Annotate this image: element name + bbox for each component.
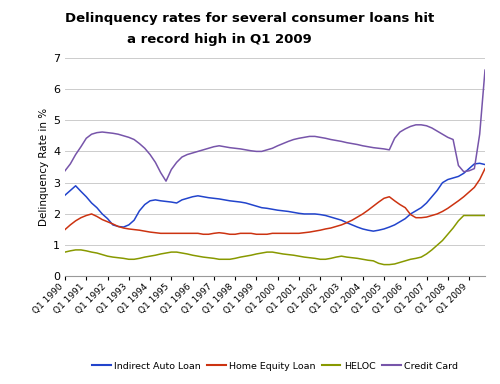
- Indirect Auto Loan: [476, 161, 482, 166]
- Home Equity Loan: [317, 228, 323, 232]
- Indirect Auto Loan: [312, 212, 318, 216]
- Home Equity Loan: [354, 215, 360, 219]
- Credit Card: [322, 136, 328, 141]
- Credit Card: [440, 132, 446, 137]
- Home Equity Loan: [62, 227, 68, 232]
- Line: HELOC: HELOC: [65, 215, 485, 265]
- HELOC: [317, 257, 323, 262]
- Home Equity Loan: [200, 232, 206, 237]
- Credit Card: [163, 179, 169, 184]
- Indirect Auto Loan: [370, 229, 376, 233]
- Line: Home Equity Loan: Home Equity Loan: [65, 169, 485, 234]
- Indirect Auto Loan: [317, 212, 323, 217]
- Indirect Auto Loan: [440, 180, 446, 185]
- Indirect Auto Loan: [482, 162, 488, 167]
- Credit Card: [354, 142, 360, 147]
- Credit Card: [317, 135, 323, 140]
- HELOC: [460, 213, 466, 218]
- Text: a record high in: a record high in: [127, 33, 250, 46]
- Indirect Auto Loan: [248, 202, 254, 207]
- Y-axis label: Delinquency Rate in %: Delinquency Rate in %: [39, 108, 49, 226]
- HELOC: [248, 253, 254, 258]
- Home Equity Loan: [254, 232, 260, 237]
- HELOC: [62, 250, 68, 254]
- Indirect Auto Loan: [349, 223, 355, 227]
- Indirect Auto Loan: [333, 216, 339, 221]
- Home Equity Loan: [338, 223, 344, 227]
- HELOC: [349, 255, 355, 260]
- Credit Card: [338, 139, 344, 144]
- Text: Delinquency rates for several consumer loans hit: Delinquency rates for several consumer l…: [66, 12, 434, 25]
- Line: Indirect Auto Loan: Indirect Auto Loan: [65, 163, 485, 231]
- Text: Q1 2009: Q1 2009: [250, 33, 312, 46]
- HELOC: [440, 238, 446, 243]
- Credit Card: [254, 149, 260, 154]
- Home Equity Loan: [322, 227, 328, 231]
- Home Equity Loan: [482, 166, 488, 171]
- HELOC: [333, 255, 339, 260]
- Home Equity Loan: [440, 209, 446, 214]
- Legend: Indirect Auto Loan, Home Equity Loan, HELOC, Credit Card: Indirect Auto Loan, Home Equity Loan, HE…: [88, 358, 462, 374]
- HELOC: [482, 213, 488, 218]
- HELOC: [312, 256, 318, 261]
- Line: Credit Card: Credit Card: [65, 70, 485, 181]
- HELOC: [381, 262, 387, 267]
- Indirect Auto Loan: [62, 193, 68, 197]
- Credit Card: [62, 169, 68, 173]
- Credit Card: [482, 68, 488, 73]
